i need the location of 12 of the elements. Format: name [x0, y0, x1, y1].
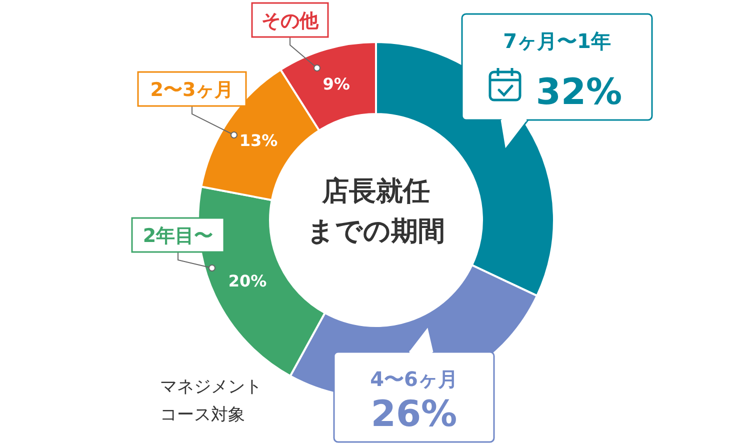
data-label: 26% — [370, 394, 458, 435]
text: 店長就任までの期間 — [307, 176, 445, 247]
data-label: 9% — [322, 74, 350, 94]
text: マネジメントコース対象 — [160, 377, 262, 425]
slice-label: その他 — [262, 10, 320, 32]
slice-label: 7ヶ月〜1年 — [503, 29, 611, 53]
slice-label: 2年目〜 — [142, 225, 214, 247]
data-label: 32% — [536, 72, 622, 113]
data-label: 20% — [228, 271, 267, 290]
data-label: 13% — [239, 131, 278, 150]
slice-label: 2〜3ヶ月 — [150, 79, 234, 101]
slice-label: 4〜6ヶ月 — [370, 367, 458, 391]
